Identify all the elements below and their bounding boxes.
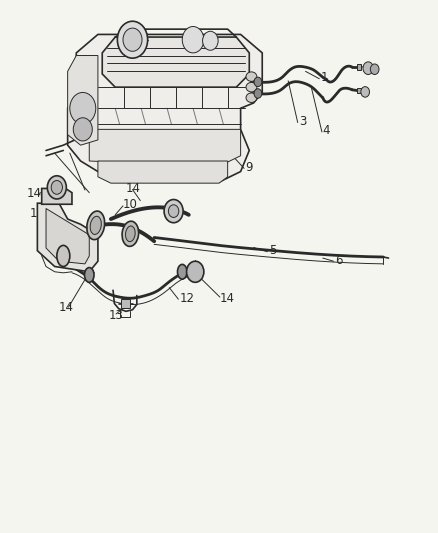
Ellipse shape [246, 72, 257, 82]
Polygon shape [98, 161, 228, 183]
Text: 14: 14 [27, 187, 42, 200]
Bar [357, 88, 362, 93]
Text: 12: 12 [179, 292, 194, 305]
Text: 11: 11 [30, 207, 45, 220]
Ellipse shape [90, 216, 101, 235]
Bar [357, 64, 361, 70]
Text: 6: 6 [335, 254, 343, 266]
Polygon shape [46, 208, 89, 264]
Circle shape [51, 181, 63, 194]
Text: 1: 1 [321, 71, 328, 84]
Circle shape [182, 27, 204, 53]
Circle shape [254, 89, 262, 98]
Circle shape [371, 64, 379, 75]
Text: 10: 10 [123, 198, 138, 211]
Circle shape [47, 176, 66, 199]
Polygon shape [42, 189, 72, 204]
Circle shape [70, 92, 96, 124]
Circle shape [363, 62, 373, 75]
Polygon shape [67, 55, 98, 145]
Ellipse shape [246, 83, 257, 92]
Polygon shape [89, 130, 240, 166]
Ellipse shape [122, 221, 139, 246]
Text: 14: 14 [126, 182, 141, 195]
Ellipse shape [246, 93, 257, 102]
Text: 3: 3 [299, 115, 306, 128]
Circle shape [361, 87, 370, 97]
Circle shape [254, 77, 262, 87]
Text: 13: 13 [109, 309, 124, 321]
Ellipse shape [177, 264, 187, 279]
Circle shape [168, 205, 179, 217]
Ellipse shape [87, 211, 105, 240]
Text: 14: 14 [59, 301, 74, 314]
Polygon shape [67, 35, 262, 182]
Circle shape [202, 31, 218, 50]
Text: 5: 5 [269, 244, 276, 257]
Ellipse shape [85, 268, 94, 282]
Text: 9: 9 [245, 161, 252, 174]
Ellipse shape [126, 226, 135, 241]
Text: 4: 4 [323, 124, 330, 138]
Circle shape [123, 28, 142, 51]
Polygon shape [37, 203, 98, 272]
Text: 14: 14 [220, 292, 235, 305]
Circle shape [117, 21, 148, 58]
Polygon shape [102, 37, 249, 87]
Ellipse shape [57, 245, 70, 266]
Circle shape [187, 261, 204, 282]
Circle shape [73, 118, 92, 141]
Bar [121, 299, 130, 308]
Circle shape [164, 199, 183, 223]
